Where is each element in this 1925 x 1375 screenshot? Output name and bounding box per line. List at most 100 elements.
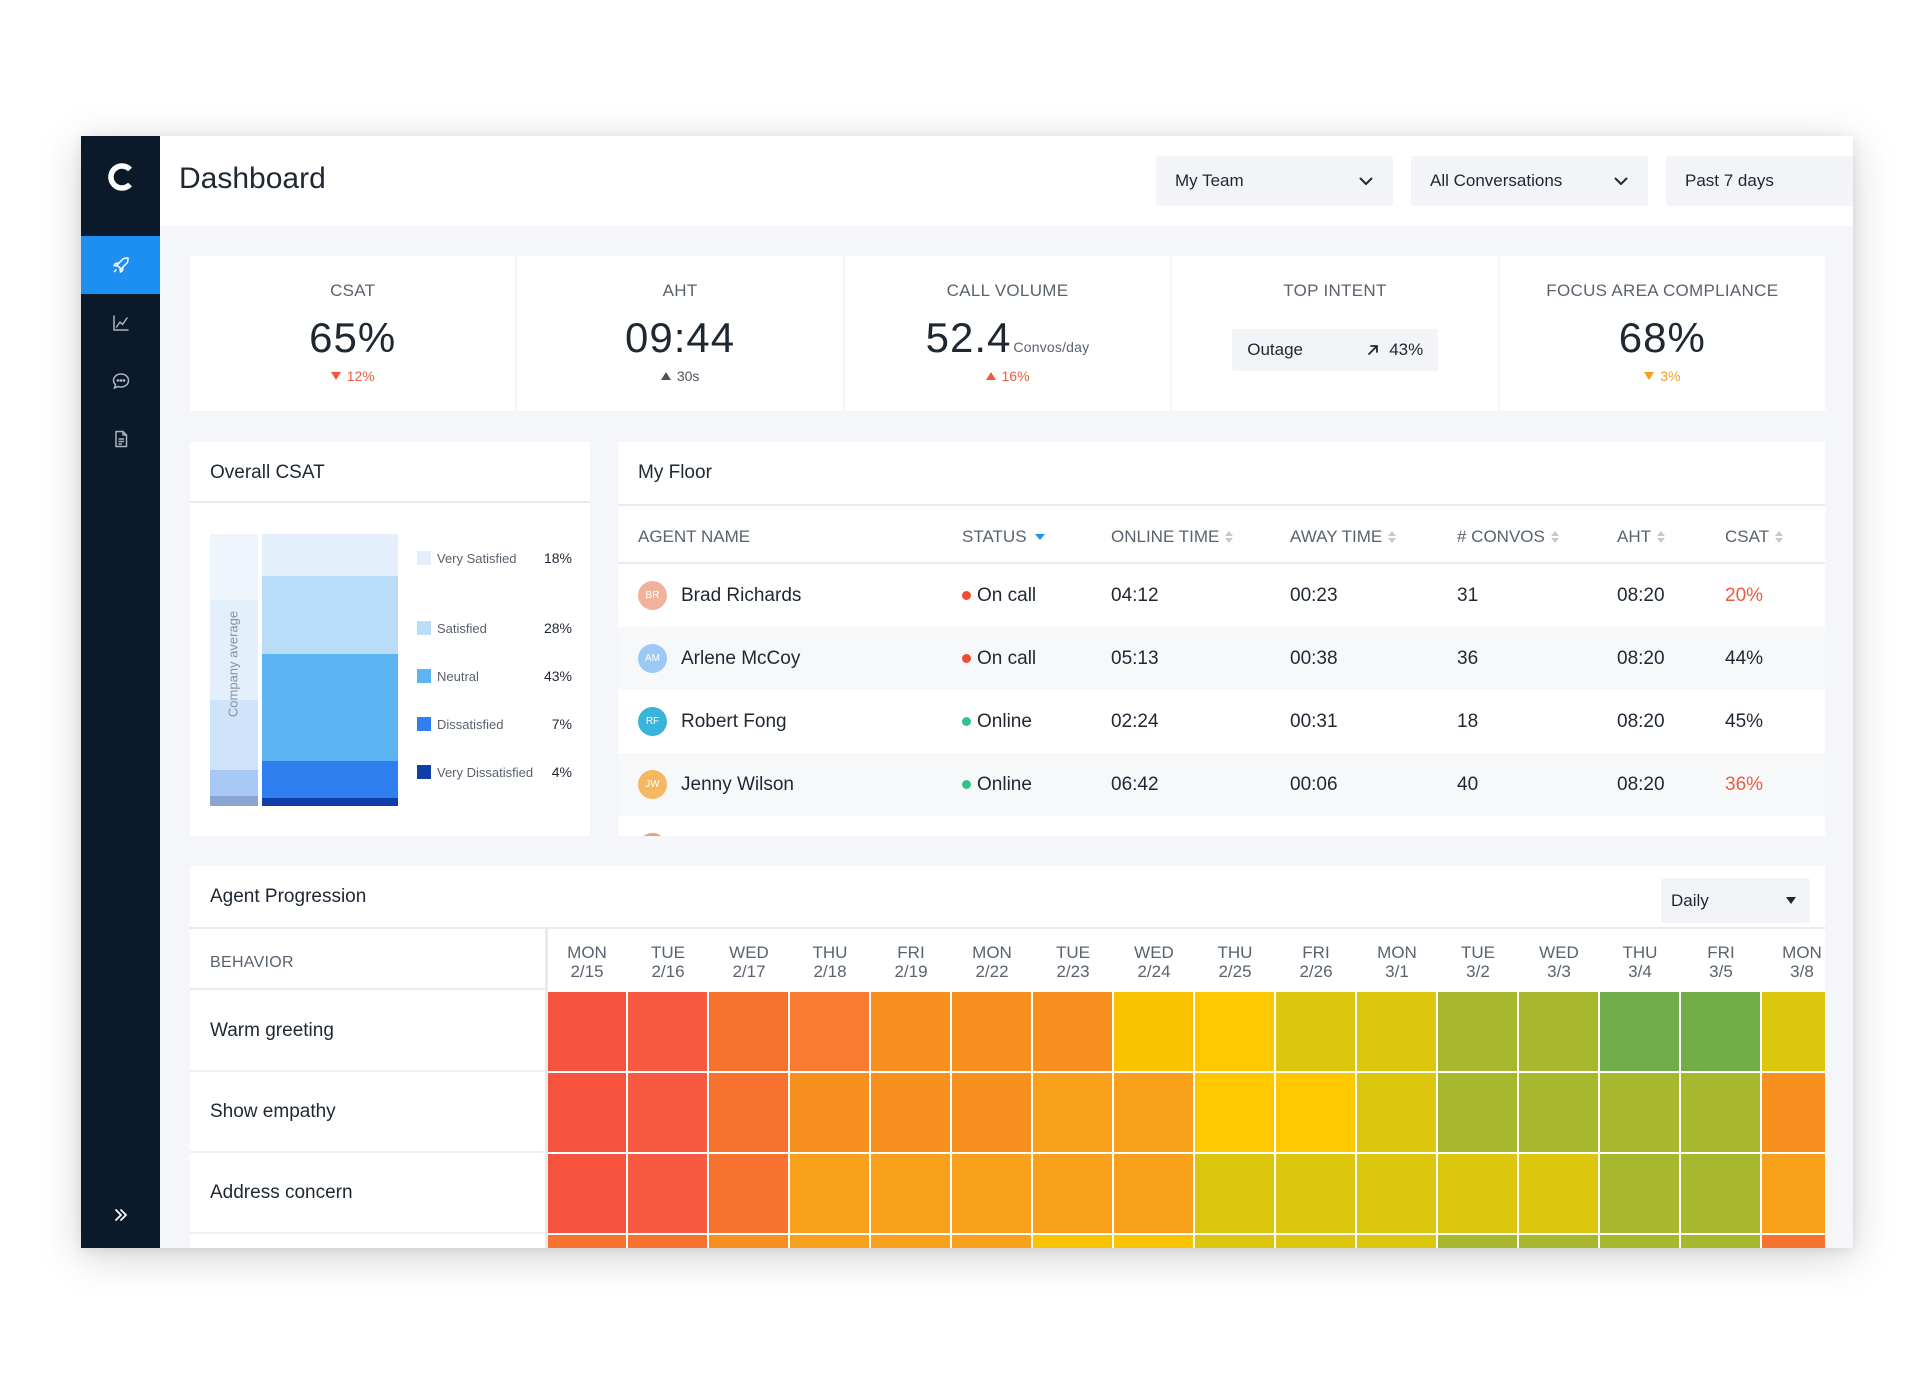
heatmap-cell[interactable]: [790, 992, 869, 1071]
heatmap-cell[interactable]: [1276, 1154, 1355, 1233]
app-logo[interactable]: [81, 136, 160, 218]
column-header-agent-name[interactable]: AGENT NAME: [638, 527, 750, 547]
heatmap-cell[interactable]: [1357, 992, 1436, 1071]
heatmap-cell[interactable]: [1438, 1073, 1517, 1152]
heatmap-cell[interactable]: [1600, 1154, 1679, 1233]
heatmap-cell[interactable]: [628, 1073, 707, 1152]
heatmap-cell[interactable]: [1195, 992, 1274, 1071]
sidebar-item-reports[interactable]: [81, 410, 160, 468]
table-row[interactable]: BR Brad Richards On call 04:12 00:23 31 08:20 2…: [618, 564, 1825, 627]
heatmap-cell[interactable]: [1033, 1154, 1112, 1233]
date-range-dropdown[interactable]: Past 7 days: [1666, 156, 1853, 206]
heatmap-cell[interactable]: [871, 1154, 950, 1233]
column-header-online-time[interactable]: ONLINE TIME: [1111, 527, 1234, 547]
column-header-aht[interactable]: AHT: [1617, 527, 1665, 547]
heatmap-cell[interactable]: [547, 1235, 626, 1248]
heatmap-cell[interactable]: [1357, 1073, 1436, 1152]
heatmap-cell[interactable]: [1519, 992, 1598, 1071]
heatmap-cell[interactable]: [1438, 1154, 1517, 1233]
column-header-csat[interactable]: CSAT: [1725, 527, 1784, 547]
heatmap-cell[interactable]: [1114, 1154, 1193, 1233]
heatmap-cell[interactable]: [1519, 1154, 1598, 1233]
kpi-focus-area-compliance[interactable]: FOCUS AREA COMPLIANCE 68% 3%: [1499, 256, 1826, 411]
aht-cell: 08:20: [1617, 584, 1665, 606]
heatmap-cell[interactable]: [1519, 1073, 1598, 1152]
heatmap-cell[interactable]: [1114, 1073, 1193, 1152]
heatmap-cell[interactable]: [1681, 1235, 1760, 1248]
heatmap-cell[interactable]: [1033, 992, 1112, 1071]
sidebar-expand-button[interactable]: [81, 1186, 160, 1244]
heatmap-cell[interactable]: [871, 1073, 950, 1152]
heatmap-cell[interactable]: [1195, 1235, 1274, 1248]
heatmap-cell[interactable]: [709, 992, 788, 1071]
sidebar-item-conversations[interactable]: [81, 352, 160, 410]
heatmap-cell[interactable]: [790, 1235, 869, 1248]
heatmap-cell[interactable]: [1114, 992, 1193, 1071]
conversation-filter-dropdown[interactable]: All Conversations: [1411, 156, 1648, 206]
heatmap-cell[interactable]: [547, 1154, 626, 1233]
heatmap-cell[interactable]: [1762, 1073, 1825, 1152]
heatmap-cell[interactable]: [1600, 992, 1679, 1071]
heatmap-cell[interactable]: [709, 1154, 788, 1233]
heatmap-cell[interactable]: [547, 992, 626, 1071]
sidebar-item-dashboard[interactable]: [81, 236, 160, 294]
heatmap-cell[interactable]: [1681, 1073, 1760, 1152]
heatmap-cell[interactable]: [1357, 1235, 1436, 1248]
column-header-away-time[interactable]: AWAY TIME: [1290, 527, 1397, 547]
heatmap-cell[interactable]: [1276, 1235, 1355, 1248]
heatmap-cell[interactable]: [1195, 1073, 1274, 1152]
heatmap-cell[interactable]: [547, 1073, 626, 1152]
heatmap-cell[interactable]: [952, 1154, 1031, 1233]
heatmap-cell[interactable]: [790, 1073, 869, 1152]
heatmap-cell[interactable]: [1519, 1235, 1598, 1248]
table-row[interactable]: JW Jenny Wilson Online 06:42 00:06 40 08:20 36%: [618, 753, 1825, 816]
heatmap-cell[interactable]: [1033, 1073, 1112, 1152]
heatmap-cell[interactable]: [952, 1235, 1031, 1248]
heatmap-cell[interactable]: [952, 992, 1031, 1071]
trend-up-icon: [985, 372, 996, 380]
column-header-convos[interactable]: # CONVOS: [1457, 527, 1559, 547]
heatmap-cell[interactable]: [1438, 992, 1517, 1071]
period-select[interactable]: Daily: [1661, 878, 1810, 923]
heatmap-cell[interactable]: [871, 1235, 950, 1248]
heatmap-cell[interactable]: [871, 992, 950, 1071]
heatmap-cell[interactable]: [628, 1154, 707, 1233]
agent-name-cell[interactable]: JW Jenny Wilson: [638, 753, 794, 816]
heatmap-cell[interactable]: [1357, 1154, 1436, 1233]
agent-name-cell[interactable]: DRDarlene Robertson: [638, 816, 840, 836]
table-row[interactable]: AM Arlene McCoy On call 05:13 00:38 36 08:20 44…: [618, 627, 1825, 690]
heatmap-cell[interactable]: [1195, 1154, 1274, 1233]
heatmap-cell[interactable]: [790, 1154, 869, 1233]
agent-name-cell[interactable]: RF Robert Fong: [638, 690, 787, 753]
heatmap-cell[interactable]: [1762, 992, 1825, 1071]
kpi-aht[interactable]: AHT 09:44 30s: [517, 256, 843, 411]
kpi-top-intent[interactable]: TOP INTENT Outage 43%: [1172, 256, 1498, 411]
heatmap-cell[interactable]: [1681, 1154, 1760, 1233]
heatmap-cell[interactable]: [1600, 1073, 1679, 1152]
heatmap-cell[interactable]: [709, 1235, 788, 1248]
heatmap-cell[interactable]: [1276, 1073, 1355, 1152]
heatmap-cell[interactable]: [1033, 1235, 1112, 1248]
heatmap-cell[interactable]: [709, 1073, 788, 1152]
heatmap-cell[interactable]: [628, 992, 707, 1071]
heatmap-cell[interactable]: [1114, 1235, 1193, 1248]
heatmap-cell[interactable]: [1762, 1154, 1825, 1233]
heatmap-cell[interactable]: [1762, 1235, 1825, 1248]
heatmap-cell[interactable]: [1681, 992, 1760, 1071]
agent-name-cell[interactable]: AM Arlene McCoy: [638, 627, 800, 690]
kpi-call-volume[interactable]: CALL VOLUME 52.4 Convos/day 16%: [844, 256, 1171, 411]
team-filter-dropdown[interactable]: My Team: [1156, 156, 1393, 206]
heatmap-cell[interactable]: [1438, 1235, 1517, 1248]
heatmap-cell[interactable]: [628, 1235, 707, 1248]
away-time-cell: 00:38: [1290, 647, 1338, 669]
heatmap-cell[interactable]: [952, 1073, 1031, 1152]
agent-name-cell[interactable]: BR Brad Richards: [638, 564, 801, 627]
heatmap-cell[interactable]: [1600, 1235, 1679, 1248]
top-intent-pill[interactable]: Outage 43%: [1232, 329, 1439, 371]
heatmap-cell[interactable]: [1276, 992, 1355, 1071]
table-row[interactable]: DRDarlene Robertson Away 01:40 00:00 0 00:00 2…: [618, 816, 1825, 836]
sidebar-item-analytics[interactable]: [81, 294, 160, 352]
table-row[interactable]: RF Robert Fong Online 02:24 00:31 18 08:20 45%: [618, 690, 1825, 753]
kpi-csat[interactable]: CSAT 65% 12%: [190, 256, 516, 411]
column-header-status[interactable]: STATUS: [962, 527, 1045, 547]
